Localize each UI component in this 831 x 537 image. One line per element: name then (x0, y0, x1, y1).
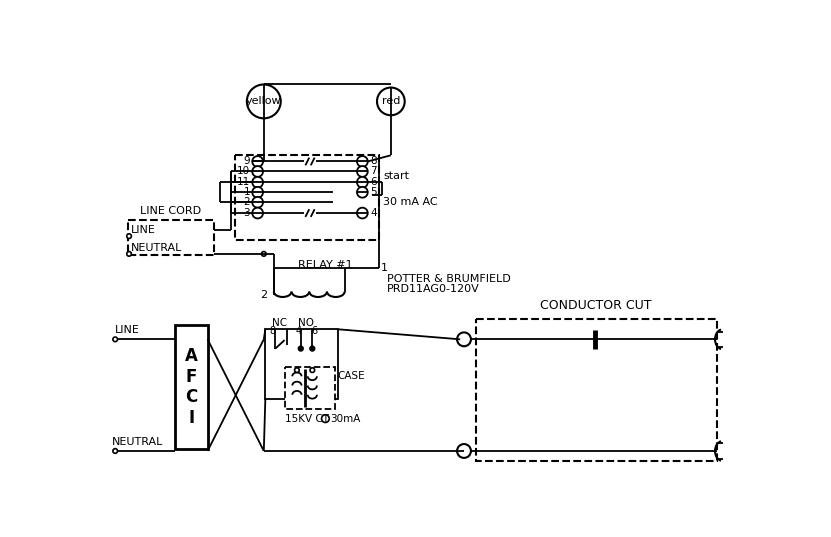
Text: NC: NC (272, 318, 287, 328)
Circle shape (113, 449, 117, 453)
Text: 6: 6 (370, 177, 376, 187)
Text: LINE: LINE (116, 325, 140, 335)
Text: POTTER & BRUMFIELD: POTTER & BRUMFIELD (387, 273, 511, 284)
Text: RELAY #1: RELAY #1 (298, 260, 352, 270)
Bar (175, 325, 208, 449)
Circle shape (310, 368, 315, 373)
Text: NO: NO (298, 318, 314, 328)
Text: 4: 4 (370, 208, 376, 218)
Text: 15KV CT: 15KV CT (285, 413, 329, 424)
Text: start: start (383, 171, 409, 181)
Bar (127, 220, 214, 256)
Circle shape (377, 88, 405, 115)
Circle shape (127, 251, 131, 256)
Text: 30mA: 30mA (330, 413, 361, 424)
Text: 30 mA AC: 30 mA AC (383, 197, 438, 207)
Text: 7: 7 (370, 166, 376, 177)
Text: LINE CORD: LINE CORD (140, 206, 201, 216)
Circle shape (253, 166, 263, 177)
Circle shape (357, 208, 368, 219)
Text: 8: 8 (370, 156, 376, 166)
Circle shape (127, 234, 131, 238)
Text: PRD11AG0-120V: PRD11AG0-120V (387, 284, 479, 294)
Circle shape (357, 166, 368, 177)
Circle shape (253, 197, 263, 208)
Circle shape (357, 177, 368, 187)
Text: NEUTRAL: NEUTRAL (112, 437, 164, 447)
Text: 11: 11 (237, 177, 250, 187)
Circle shape (457, 444, 471, 458)
Bar (235, 155, 379, 240)
Text: 4: 4 (295, 326, 302, 336)
Circle shape (253, 156, 263, 167)
Text: CASE: CASE (337, 371, 366, 381)
Bar (475, 318, 716, 461)
Text: 2: 2 (261, 291, 268, 300)
Bar (265, 329, 338, 398)
Circle shape (253, 187, 263, 198)
Text: 8: 8 (269, 326, 275, 336)
Circle shape (357, 156, 368, 167)
Text: 1: 1 (243, 187, 250, 197)
Text: 6: 6 (312, 326, 317, 336)
Text: 3: 3 (243, 208, 250, 218)
Text: NEUTRAL: NEUTRAL (130, 243, 182, 253)
Text: CONDUCTOR CUT: CONDUCTOR CUT (540, 300, 652, 313)
Bar (285, 367, 336, 409)
Text: LINE: LINE (130, 225, 155, 235)
Circle shape (310, 346, 315, 351)
Circle shape (247, 84, 281, 118)
Circle shape (113, 337, 117, 342)
Circle shape (253, 208, 263, 219)
Text: 1: 1 (381, 264, 388, 273)
Text: 10: 10 (237, 166, 250, 177)
Circle shape (295, 368, 299, 373)
Circle shape (322, 415, 329, 423)
Circle shape (357, 187, 368, 198)
Circle shape (457, 332, 471, 346)
Text: 9: 9 (243, 156, 250, 166)
Text: 5: 5 (370, 187, 376, 197)
Text: A
F
C
I: A F C I (185, 347, 198, 427)
Circle shape (298, 346, 303, 351)
Circle shape (253, 177, 263, 187)
Circle shape (262, 251, 266, 256)
Text: yellow: yellow (246, 97, 282, 106)
Text: 2: 2 (243, 197, 250, 207)
Text: red: red (381, 97, 400, 106)
